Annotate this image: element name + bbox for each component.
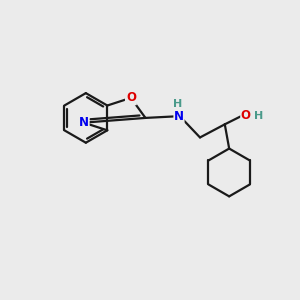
Text: H: H <box>254 111 263 121</box>
Text: N: N <box>79 116 89 129</box>
Text: N: N <box>174 110 184 123</box>
Text: H: H <box>173 99 182 109</box>
Text: O: O <box>241 109 251 122</box>
Text: O: O <box>126 92 136 104</box>
